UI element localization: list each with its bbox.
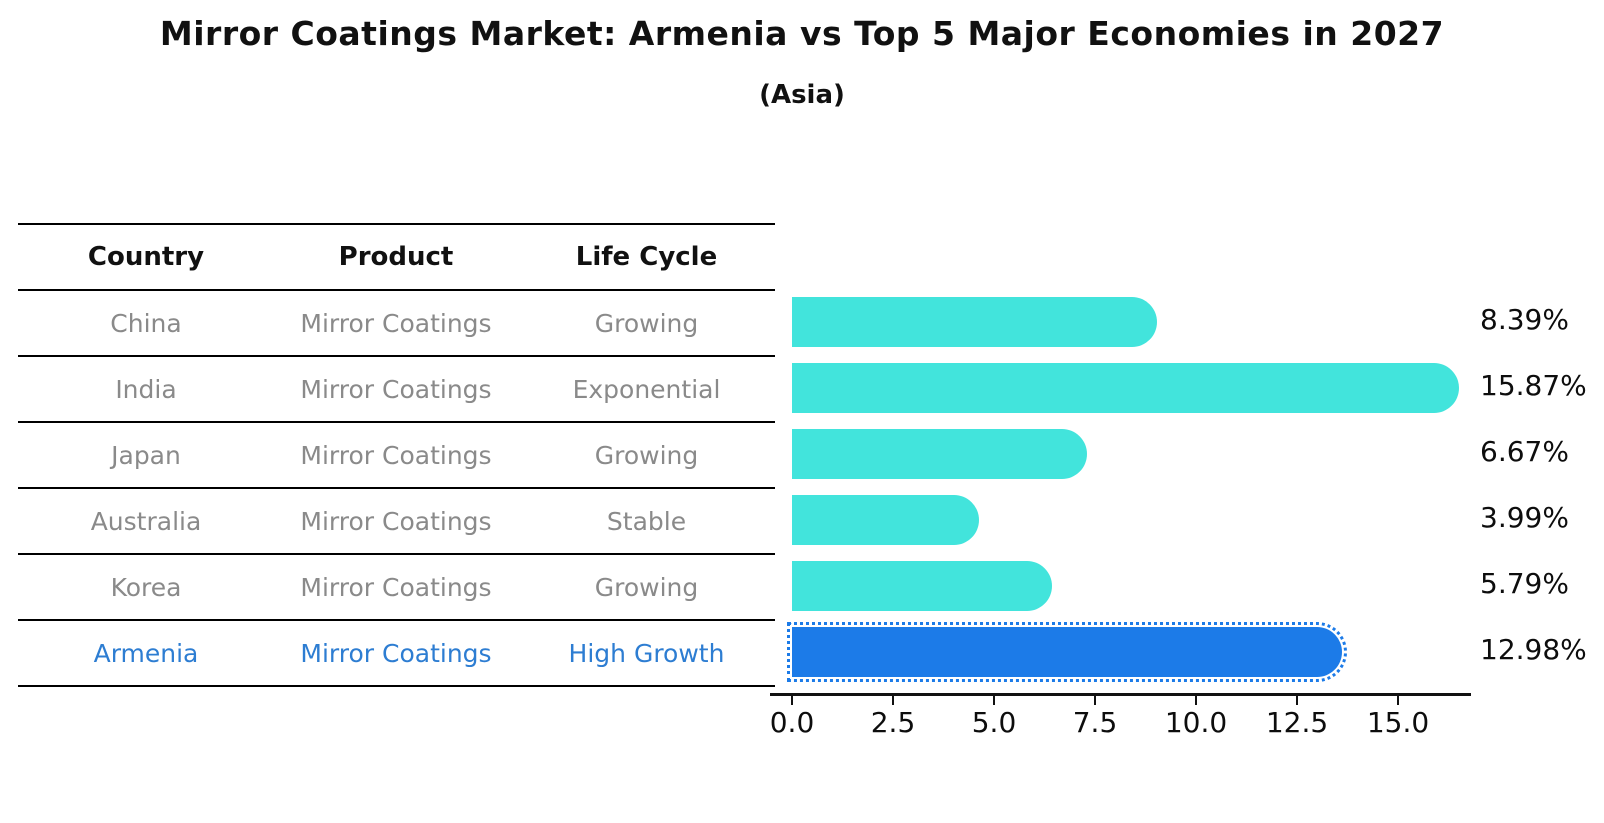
chart-subtitle: (Asia) (759, 80, 845, 110)
table-cell-product: Mirror Coatings (300, 374, 492, 404)
x-tick-label: 2.5 (870, 706, 916, 739)
table-header-row: Country Product Life Cycle (18, 225, 775, 291)
x-axis-line (770, 693, 1471, 696)
x-tick-label: 10.0 (1164, 706, 1228, 739)
table-row: Korea Mirror Coatings Growing (18, 555, 775, 621)
value-label-armenia: 12.98% (1480, 633, 1587, 666)
x-tick-label: 12.5 (1265, 706, 1329, 739)
bar-armenia (787, 622, 1347, 682)
bar-korea (792, 561, 1052, 611)
table-cell-country: India (115, 374, 177, 404)
x-tick-label: 15.0 (1366, 706, 1430, 739)
table-cell-life-cycle: Exponential (572, 374, 721, 404)
x-tick-mark (993, 695, 995, 705)
bar-china (792, 297, 1157, 347)
table-header-country: Country (87, 242, 205, 272)
table-cell-product: Mirror Coatings (300, 308, 492, 338)
table-cell-country: Australia (90, 506, 202, 536)
x-tick-mark (1397, 695, 1399, 705)
table-cell-life-cycle: Growing (594, 308, 699, 338)
table-cell-country: Japan (111, 440, 181, 470)
value-label-india: 15.87% (1480, 369, 1587, 402)
table-body: China Mirror Coatings Growing India Mirr… (18, 291, 775, 687)
x-tick-mark (892, 695, 894, 705)
bar-japan (792, 429, 1087, 479)
table-cell-country: Korea (110, 572, 182, 602)
table-cell-product: Mirror Coatings (300, 506, 492, 536)
x-tick-mark (1195, 695, 1197, 705)
table-cell-country: Armenia (93, 638, 199, 668)
table-cell-life-cycle: Growing (594, 572, 699, 602)
value-label-korea: 5.79% (1480, 567, 1569, 600)
table-cell-life-cycle: Stable (606, 506, 687, 536)
table-cell-product: Mirror Coatings (300, 572, 492, 602)
x-tick-mark (1094, 695, 1096, 705)
x-tick-label: 7.5 (1072, 706, 1118, 739)
table-cell-life-cycle: High Growth (568, 638, 725, 668)
x-tick-mark (1296, 695, 1298, 705)
table-cell-country: China (110, 308, 182, 338)
x-tick-label: 0.0 (769, 706, 815, 739)
bar-australia (792, 495, 979, 545)
country-table: Country Product Life Cycle China Mirror … (18, 223, 775, 687)
table-row: India Mirror Coatings Exponential (18, 357, 775, 423)
value-label-australia: 3.99% (1480, 501, 1569, 534)
table-row: China Mirror Coatings Growing (18, 291, 775, 357)
value-label-japan: 6.67% (1480, 435, 1569, 468)
x-tick-mark (791, 695, 793, 705)
table-cell-product: Mirror Coatings (300, 440, 492, 470)
table-row: Armenia Mirror Coatings High Growth (18, 621, 775, 687)
chart-title: Mirror Coatings Market: Armenia vs Top 5… (159, 14, 1445, 53)
bar-india (792, 363, 1459, 413)
table-header-product: Product (338, 242, 454, 272)
table-cell-life-cycle: Growing (594, 440, 699, 470)
table-header-life-cycle: Life Cycle (575, 242, 718, 272)
value-label-china: 8.39% (1480, 303, 1569, 336)
table-cell-product: Mirror Coatings (300, 638, 492, 668)
x-tick-label: 5.0 (971, 706, 1017, 739)
table-row: Japan Mirror Coatings Growing (18, 423, 775, 489)
table-row: Australia Mirror Coatings Stable (18, 489, 775, 555)
